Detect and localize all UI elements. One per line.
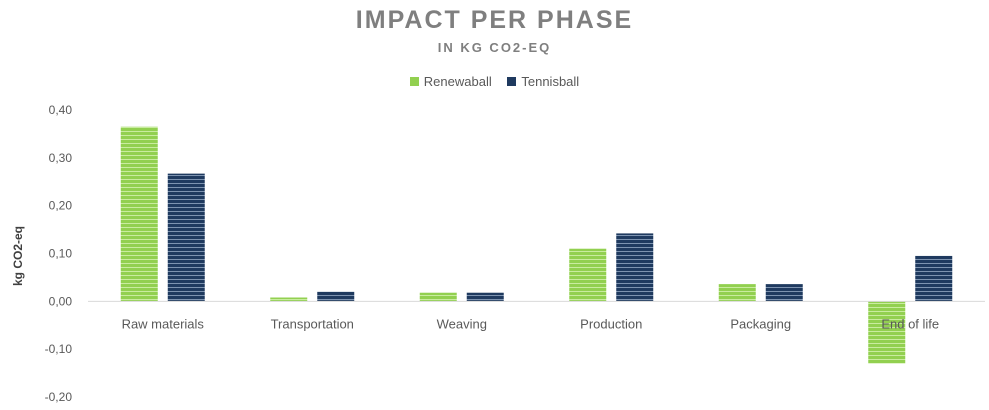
bar-renewaball-packaging: [718, 284, 756, 302]
y-tick-label: 0,00: [49, 294, 73, 308]
bar-renewaball-weaving: [419, 292, 457, 302]
y-tick-label: 0,10: [49, 247, 73, 261]
bar-renewaball-production: [569, 248, 607, 302]
chart-title: IMPACT PER PHASE: [355, 6, 634, 34]
bar-tennisball-transportation: [317, 291, 355, 302]
y-tick-label: -0,20: [45, 390, 73, 404]
legend-item-tennisball: Tennisball: [507, 74, 579, 89]
legend-swatch-renewaball: [409, 77, 419, 86]
bar-tennisball-raw-materials: [167, 173, 205, 302]
y-tick-label: 0,20: [49, 199, 73, 213]
x-tick-label: Transportation: [271, 316, 354, 331]
y-tick-label: -0,10: [45, 342, 73, 356]
bar-renewaball-transportation: [270, 297, 308, 302]
legend-label-renewaball: Renewaball: [423, 74, 492, 89]
y-tick-label: 0,30: [49, 151, 73, 165]
legend-swatch-tennisball: [507, 77, 517, 86]
bar-renewaball-raw-materials: [120, 126, 158, 302]
legend-item-renewaball: Renewaball: [409, 74, 492, 89]
legend: Renewaball Tennisball: [0, 74, 989, 89]
bar-tennisball-end-of-life: [915, 255, 953, 302]
y-tick-label: 0,40: [49, 103, 73, 117]
x-tick-label: Packaging: [730, 316, 791, 331]
bar-tennisball-weaving: [466, 292, 504, 302]
x-tick-label: Weaving: [437, 316, 487, 331]
bar-renewaball-end-of-life: [868, 301, 906, 364]
x-tick-label: End of life: [881, 316, 939, 331]
x-tick-label: Raw materials: [122, 316, 205, 331]
bar-tennisball-packaging: [765, 284, 803, 302]
bar-tennisball-production: [616, 233, 654, 302]
legend-label-tennisball: Tennisball: [521, 74, 580, 89]
x-tick-label: Production: [580, 316, 642, 331]
chart-subtitle: IN KG CO2-EQ: [437, 40, 552, 55]
